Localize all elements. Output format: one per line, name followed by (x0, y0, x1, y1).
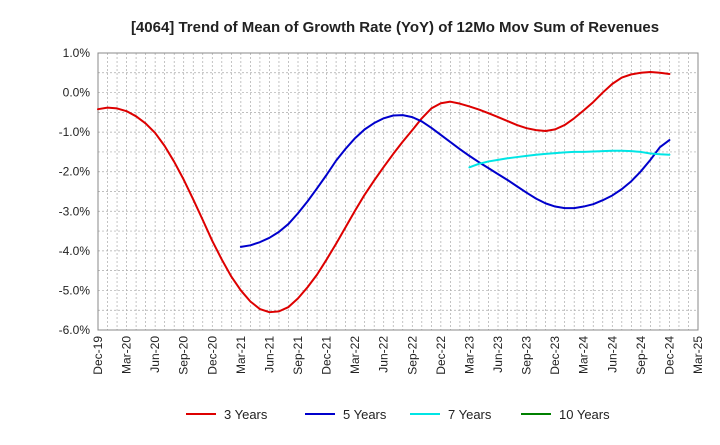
y-tick-label: -2.0% (59, 165, 91, 179)
x-tick-label: Mar-20 (120, 336, 134, 374)
x-tick-label: Dec-22 (434, 336, 448, 375)
series-line-7-years (468, 149, 671, 169)
x-tick-label: Jun-21 (262, 336, 276, 373)
x-tick-label: Jun-23 (491, 336, 505, 373)
y-tick-label: -1.0% (59, 125, 91, 139)
x-tick-label: Jun-20 (148, 336, 162, 373)
legend-label: 3 Years (224, 407, 268, 422)
legend-label: 5 Years (343, 407, 387, 422)
series-line-5-years (239, 114, 671, 248)
x-tick-label: Mar-23 (462, 336, 476, 374)
series-lines (97, 70, 671, 314)
x-tick-label: Dec-24 (662, 336, 676, 375)
x-tick-label: Sep-24 (634, 336, 648, 375)
x-tick-label: Dec-20 (205, 336, 219, 375)
x-tick-label: Mar-22 (348, 336, 362, 374)
legend-label: 10 Years (559, 407, 610, 422)
legend-label: 7 Years (448, 407, 492, 422)
x-tick-label: Mar-25 (691, 336, 705, 374)
y-axis-ticks: 1.0% 0.0% -1.0% -2.0% -3.0% -4.0% -5.0% -6.0% (59, 46, 91, 337)
y-tick-label: 1.0% (63, 46, 91, 60)
series-line-3-years (97, 70, 671, 314)
x-tick-label: Mar-24 (577, 336, 591, 374)
x-tick-label: Jun-22 (377, 336, 391, 373)
legend: 3 Years 5 Years 7 Years 10 Years (186, 407, 610, 422)
y-tick-label: -4.0% (59, 244, 91, 258)
y-tick-label: -3.0% (59, 204, 91, 218)
plot-frame (97, 52, 699, 331)
x-tick-label: Dec-19 (91, 336, 105, 375)
x-tick-label: Sep-21 (291, 336, 305, 375)
x-tick-label: Sep-23 (520, 336, 534, 375)
x-tick-label: Dec-23 (548, 336, 562, 375)
chart-title: [4064] Trend of Mean of Growth Rate (YoY… (131, 19, 659, 36)
y-tick-label: 0.0% (63, 86, 91, 100)
y-tick-label: -5.0% (59, 283, 91, 297)
x-tick-label: Dec-21 (320, 336, 334, 375)
y-tick-label: -6.0% (59, 323, 91, 337)
x-tick-label: Mar-21 (234, 336, 248, 374)
x-tick-label: Sep-22 (405, 336, 419, 375)
x-tick-label: Sep-20 (177, 336, 191, 375)
x-axis-ticks: Dec-19 Mar-20 Jun-20 Sep-20 Dec-20 Mar-21 Jun-… (91, 336, 705, 375)
x-tick-label: Jun-24 (605, 336, 619, 373)
grid-lines (98, 53, 698, 330)
